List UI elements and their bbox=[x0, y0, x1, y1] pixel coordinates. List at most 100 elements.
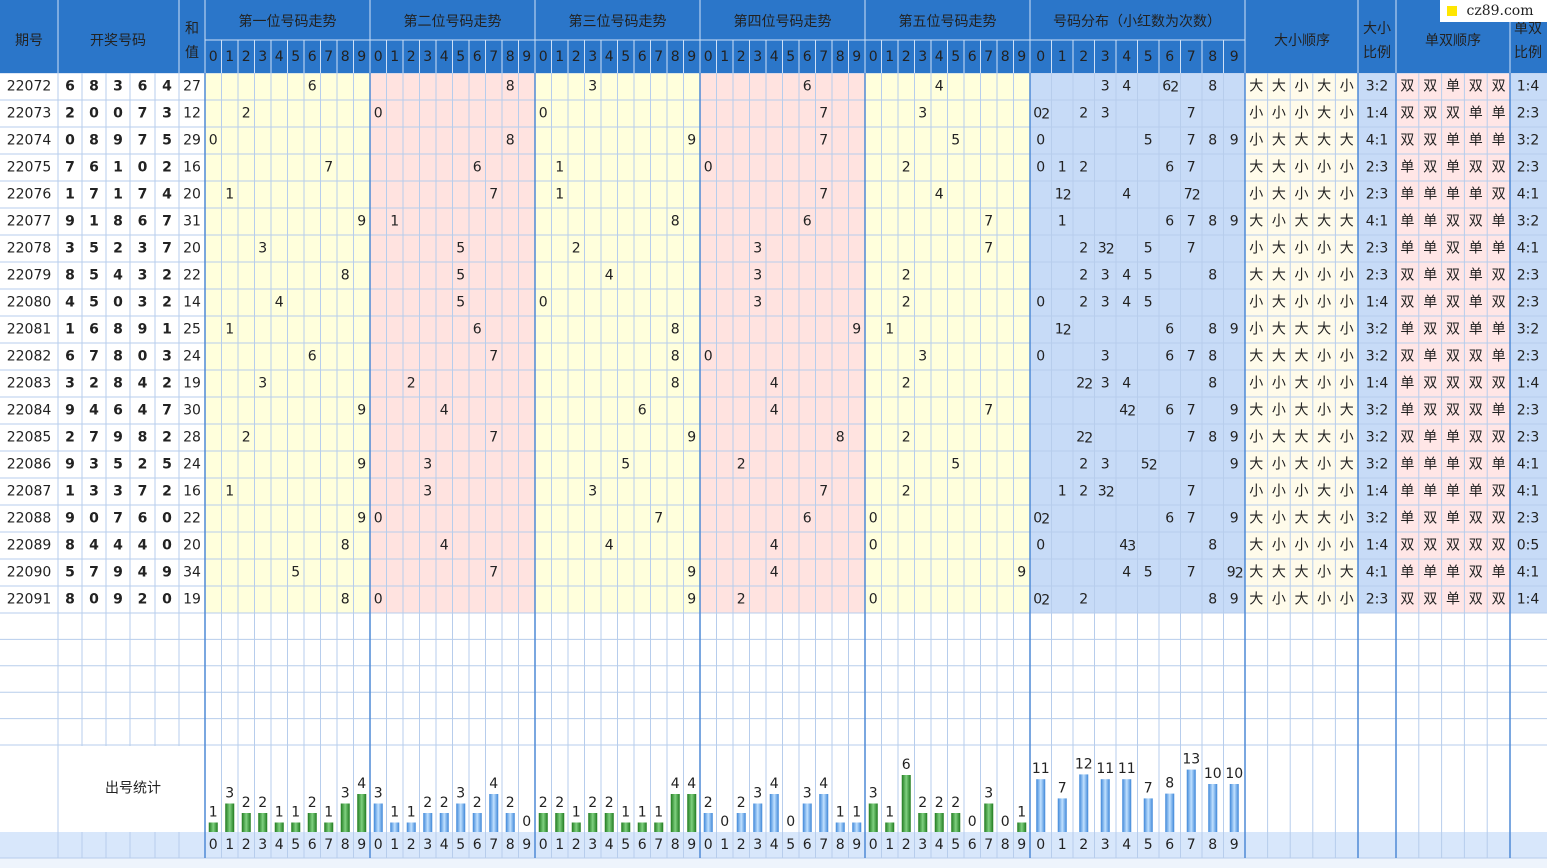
dist-digit: 9 bbox=[1230, 322, 1239, 338]
header-digit: 8 bbox=[1001, 49, 1010, 65]
header-digit: 3 bbox=[588, 49, 597, 65]
sum: 30 bbox=[183, 403, 201, 419]
draw-number: 4 bbox=[138, 538, 148, 554]
dist-digit: 1 bbox=[1058, 484, 1067, 500]
trend-number: 9 bbox=[357, 214, 366, 230]
size-cell: 大 bbox=[1249, 160, 1263, 176]
stat-label: 7 bbox=[1144, 780, 1153, 796]
draw-number: 6 bbox=[113, 403, 123, 419]
dist-digit: 9 bbox=[1230, 592, 1239, 608]
stat-bar bbox=[489, 794, 499, 832]
size-cell: 小 bbox=[1272, 484, 1286, 500]
dist-digit: 7 bbox=[1187, 349, 1196, 365]
parity-ratio: 2:3 bbox=[1517, 403, 1540, 419]
cell-bg bbox=[1396, 532, 1510, 559]
stat-label: 2 bbox=[308, 795, 317, 811]
draw-number: 3 bbox=[89, 484, 99, 500]
trend-number: 7 bbox=[984, 403, 993, 419]
dist-digit: 3 bbox=[1101, 376, 1110, 392]
parity-cell: 双 bbox=[1446, 349, 1460, 365]
stat-label: 3 bbox=[456, 786, 465, 802]
digit-row-bg bbox=[0, 832, 1547, 858]
trend-number: 2 bbox=[737, 457, 746, 473]
footer-digit: 5 bbox=[621, 837, 630, 853]
header-digit: 6 bbox=[473, 49, 482, 65]
stat-label: 1 bbox=[209, 805, 218, 821]
footer-digit: 5 bbox=[951, 837, 960, 853]
trend-number: 6 bbox=[803, 511, 812, 527]
header-digit: 4 bbox=[770, 49, 779, 65]
issue: 22084 bbox=[7, 403, 52, 419]
dist-digit: 2 bbox=[1079, 241, 1088, 257]
size-cell: 小 bbox=[1249, 133, 1263, 149]
parity-ratio: 1:4 bbox=[1517, 79, 1540, 95]
parity-cell: 双 bbox=[1492, 79, 1506, 95]
footer-digit: 6 bbox=[968, 837, 977, 853]
logo-icon bbox=[1447, 6, 1457, 16]
stat-label: 1 bbox=[638, 805, 647, 821]
sum: 24 bbox=[183, 349, 201, 365]
trend-number: 7 bbox=[819, 106, 828, 122]
size-cell: 小 bbox=[1295, 187, 1309, 203]
stat-bar bbox=[621, 822, 631, 832]
parity-cell: 单 bbox=[1400, 160, 1414, 176]
dist-digit: 2 bbox=[1079, 106, 1088, 122]
parity-cell: 单 bbox=[1400, 322, 1414, 338]
draw-number: 8 bbox=[89, 79, 99, 95]
footer-digit: 4 bbox=[440, 837, 449, 853]
footer-digit: 3 bbox=[423, 837, 432, 853]
draw-number: 2 bbox=[162, 430, 172, 446]
stat-bar bbox=[241, 813, 251, 832]
parity-cell: 单 bbox=[1469, 241, 1483, 257]
trend-number: 4 bbox=[935, 79, 944, 95]
sum: 19 bbox=[183, 592, 201, 608]
header-digit: 2 bbox=[737, 49, 746, 65]
dist-digit: 3 bbox=[1101, 106, 1110, 122]
cell-bg bbox=[1510, 127, 1547, 154]
parity-ratio: 4:1 bbox=[1517, 484, 1540, 500]
footer-digit: 1 bbox=[555, 837, 564, 853]
stat-label: 1 bbox=[390, 805, 399, 821]
parity-ratio: 2:3 bbox=[1517, 430, 1540, 446]
parity-ratio: 2:3 bbox=[1517, 160, 1540, 176]
stats-label-bg bbox=[59, 746, 205, 832]
size-cell: 小 bbox=[1340, 79, 1354, 95]
size-cell: 大 bbox=[1272, 349, 1286, 365]
cell-bg bbox=[1510, 370, 1547, 397]
size-ratio: 3:2 bbox=[1366, 79, 1389, 95]
stat-label: 1 bbox=[291, 805, 300, 821]
cell-bg bbox=[1396, 235, 1510, 262]
parity-cell: 双 bbox=[1400, 268, 1414, 284]
cell-bg bbox=[1510, 586, 1547, 613]
stat-bar bbox=[505, 813, 515, 832]
draw-number: 8 bbox=[138, 430, 148, 446]
dist-digit: 4 bbox=[1122, 79, 1131, 95]
cell-bg bbox=[1358, 478, 1396, 505]
stat-label: 13 bbox=[1182, 752, 1200, 768]
dist-digit: 7 bbox=[1187, 133, 1196, 149]
issue: 22079 bbox=[7, 268, 52, 284]
dist-digit: 7 bbox=[1187, 160, 1196, 176]
size-ratio: 4:1 bbox=[1366, 214, 1389, 230]
issue: 22081 bbox=[7, 322, 52, 338]
header-digit: 3 bbox=[258, 49, 267, 65]
dist-digit: 7 bbox=[1184, 187, 1193, 203]
dist-count: 2 bbox=[1192, 188, 1201, 204]
size-ratio: 2:3 bbox=[1366, 187, 1389, 203]
dist-digit: 8 bbox=[1208, 322, 1217, 338]
stat-label: 3 bbox=[374, 786, 383, 802]
parity-cell: 单 bbox=[1469, 322, 1483, 338]
parity-cell: 单 bbox=[1423, 241, 1437, 257]
header-size-order: 大小顺序 bbox=[1274, 33, 1330, 49]
stat-label: 1 bbox=[836, 805, 845, 821]
size-cell: 小 bbox=[1317, 160, 1331, 176]
stat-bar bbox=[390, 822, 400, 832]
stat-label: 2 bbox=[440, 795, 449, 811]
parity-ratio: 3:2 bbox=[1517, 133, 1540, 149]
trend-number: 2 bbox=[902, 430, 911, 446]
footer-digit: 7 bbox=[654, 837, 663, 853]
cell-bg bbox=[1245, 505, 1358, 532]
sum: 22 bbox=[183, 268, 201, 284]
size-cell: 小 bbox=[1317, 538, 1331, 554]
size-cell: 小 bbox=[1317, 457, 1331, 473]
